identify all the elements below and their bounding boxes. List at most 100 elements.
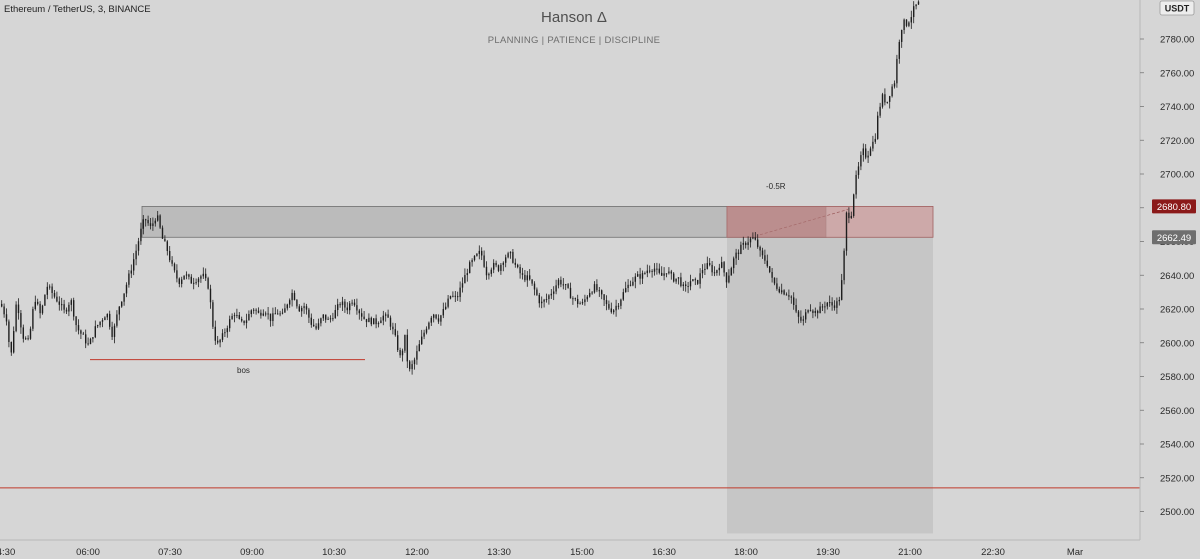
price-badge-label: 2680.80 [1157, 202, 1191, 213]
candle [490, 267, 492, 277]
candle [49, 284, 51, 290]
candle [538, 292, 540, 308]
candle [730, 266, 732, 276]
candle [807, 309, 809, 314]
x-tick-label: 19:30 [816, 547, 840, 558]
x-tick-label: 4:30 [0, 547, 15, 558]
candle [281, 308, 284, 315]
candle [795, 298, 797, 314]
candle [20, 310, 22, 334]
candle [61, 297, 63, 311]
candle [759, 245, 761, 257]
candle [399, 347, 401, 358]
candle [509, 251, 512, 259]
candle [514, 258, 516, 268]
candle [351, 299, 353, 306]
candle [584, 294, 586, 306]
price-badge-red[interactable]: 2680.80 [1152, 199, 1196, 214]
candle [157, 210, 159, 222]
overlap-zone [727, 206, 826, 238]
candle [344, 298, 346, 313]
candle [231, 313, 233, 320]
candle [65, 307, 68, 314]
candle [80, 329, 82, 340]
candle [164, 235, 166, 242]
supply-zone[interactable] [141, 205, 827, 238]
candle [92, 336, 94, 343]
candle [644, 271, 646, 275]
candle [855, 170, 857, 199]
candle [1, 300, 3, 308]
candle [125, 282, 128, 298]
currency-badge[interactable]: USDT [1159, 0, 1195, 16]
candle [161, 225, 164, 239]
candle [219, 338, 221, 348]
candle [87, 337, 89, 346]
candle [459, 281, 461, 302]
candle [8, 319, 10, 348]
candle [812, 309, 814, 319]
candle [915, 4, 917, 10]
candle [833, 300, 836, 311]
candle [370, 316, 372, 327]
candle [653, 263, 656, 276]
candle [70, 298, 72, 312]
candle [620, 298, 622, 310]
candle [572, 296, 574, 305]
currency-badge-box[interactable] [1159, 0, 1195, 16]
candle [188, 273, 190, 280]
candle [286, 303, 288, 311]
x-tick-label: 07:30 [158, 547, 182, 558]
candle [322, 314, 324, 321]
candle [308, 307, 310, 323]
candle [802, 315, 804, 326]
candle [375, 314, 377, 329]
candle [632, 277, 634, 287]
candle [879, 102, 881, 118]
candle [766, 254, 768, 268]
candle [586, 295, 588, 302]
candle [346, 302, 348, 315]
candle [341, 296, 344, 311]
candle [709, 258, 711, 267]
candle [128, 269, 130, 288]
candle [881, 92, 884, 109]
candle [171, 256, 173, 267]
candle [445, 302, 447, 311]
candle [22, 324, 24, 343]
candle [735, 248, 737, 265]
candle [610, 302, 612, 314]
candle [363, 310, 365, 320]
candle [896, 54, 898, 88]
candle [332, 312, 334, 322]
candle [562, 278, 564, 290]
price-badge-gray[interactable]: 2662.49 [1152, 230, 1196, 245]
candle [293, 290, 296, 301]
candle [819, 301, 821, 314]
candle [905, 19, 908, 28]
candle [577, 294, 579, 308]
candle [97, 324, 99, 329]
candle [99, 321, 101, 328]
price-badge-label: 2662.49 [1157, 233, 1191, 244]
target-area-zone[interactable] [727, 237, 933, 534]
candle [817, 309, 819, 319]
candle [418, 340, 420, 352]
candle [190, 274, 192, 284]
candle [694, 277, 696, 286]
candle [166, 240, 168, 256]
candle [627, 279, 629, 293]
candle [173, 262, 176, 273]
candle [13, 326, 15, 354]
candle [466, 268, 468, 282]
candle [260, 309, 262, 319]
candle [605, 295, 608, 311]
candle [893, 80, 896, 89]
candle [785, 292, 788, 296]
candle [185, 271, 188, 280]
y-tick-label: 2700.00 [1160, 170, 1194, 181]
candle [908, 21, 910, 28]
candle [73, 297, 75, 321]
